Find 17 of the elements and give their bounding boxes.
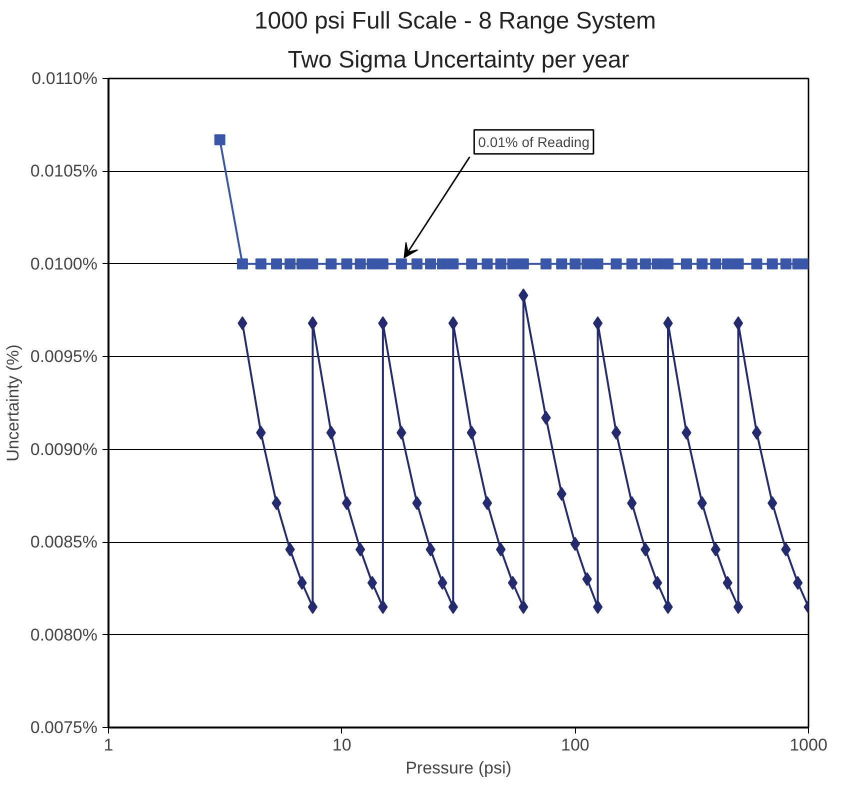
annotation: 0.01% of Reading — [478, 134, 590, 150]
y-axis-title: Uncertainty (%) — [3, 344, 22, 462]
x-axis-title: Pressure (psi) — [406, 758, 512, 778]
y-tick-label: 0.0100% — [30, 254, 98, 274]
x-tick-label: 1000 — [790, 736, 828, 754]
x-tick-label: 1 — [104, 736, 114, 754]
x-tick-label: 10 — [332, 736, 352, 754]
chart-title: 1000 psi Full Scale - 8 Range System — [254, 8, 656, 34]
y-tick-label: 0.0085% — [30, 532, 98, 552]
y-tick-label: 0.0075% — [30, 718, 98, 737]
chart-subtitle: Two Sigma Uncertainty per year — [288, 46, 630, 74]
y-tick-label: 0.0095% — [30, 347, 98, 366]
y-tick-label: 0.0090% — [30, 440, 98, 459]
y-tick-label: 0.0110% — [32, 69, 98, 88]
y-tick-label: 0.0080% — [30, 625, 98, 644]
x-tick-label: 100 — [560, 736, 590, 754]
y-tick-label: 0.0105% — [30, 162, 98, 181]
